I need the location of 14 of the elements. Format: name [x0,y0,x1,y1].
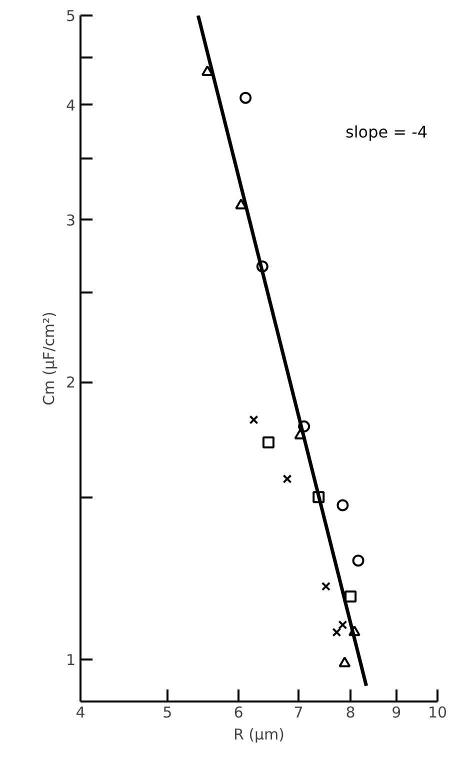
annotation: slope = -4 [346,122,428,142]
x-tick-label: 10 [428,704,448,722]
x-tick-label: 9 [392,704,402,722]
x-tick-label: 7 [294,704,304,722]
y-tick-label: 5 [66,7,76,25]
y-axis-title: Cm (μF/cm²) [40,312,58,406]
x-tick-label: 6 [234,704,244,722]
x-tick-label: 8 [346,704,356,722]
x-tick-label: 5 [162,704,172,722]
y-tick-label: 3 [66,211,76,230]
y-tick-label: 2 [66,374,76,392]
x-axis-title: R (μm) [233,726,285,744]
y-tick-label: 4 [66,96,76,114]
y-tick-label: 1 [66,650,76,669]
